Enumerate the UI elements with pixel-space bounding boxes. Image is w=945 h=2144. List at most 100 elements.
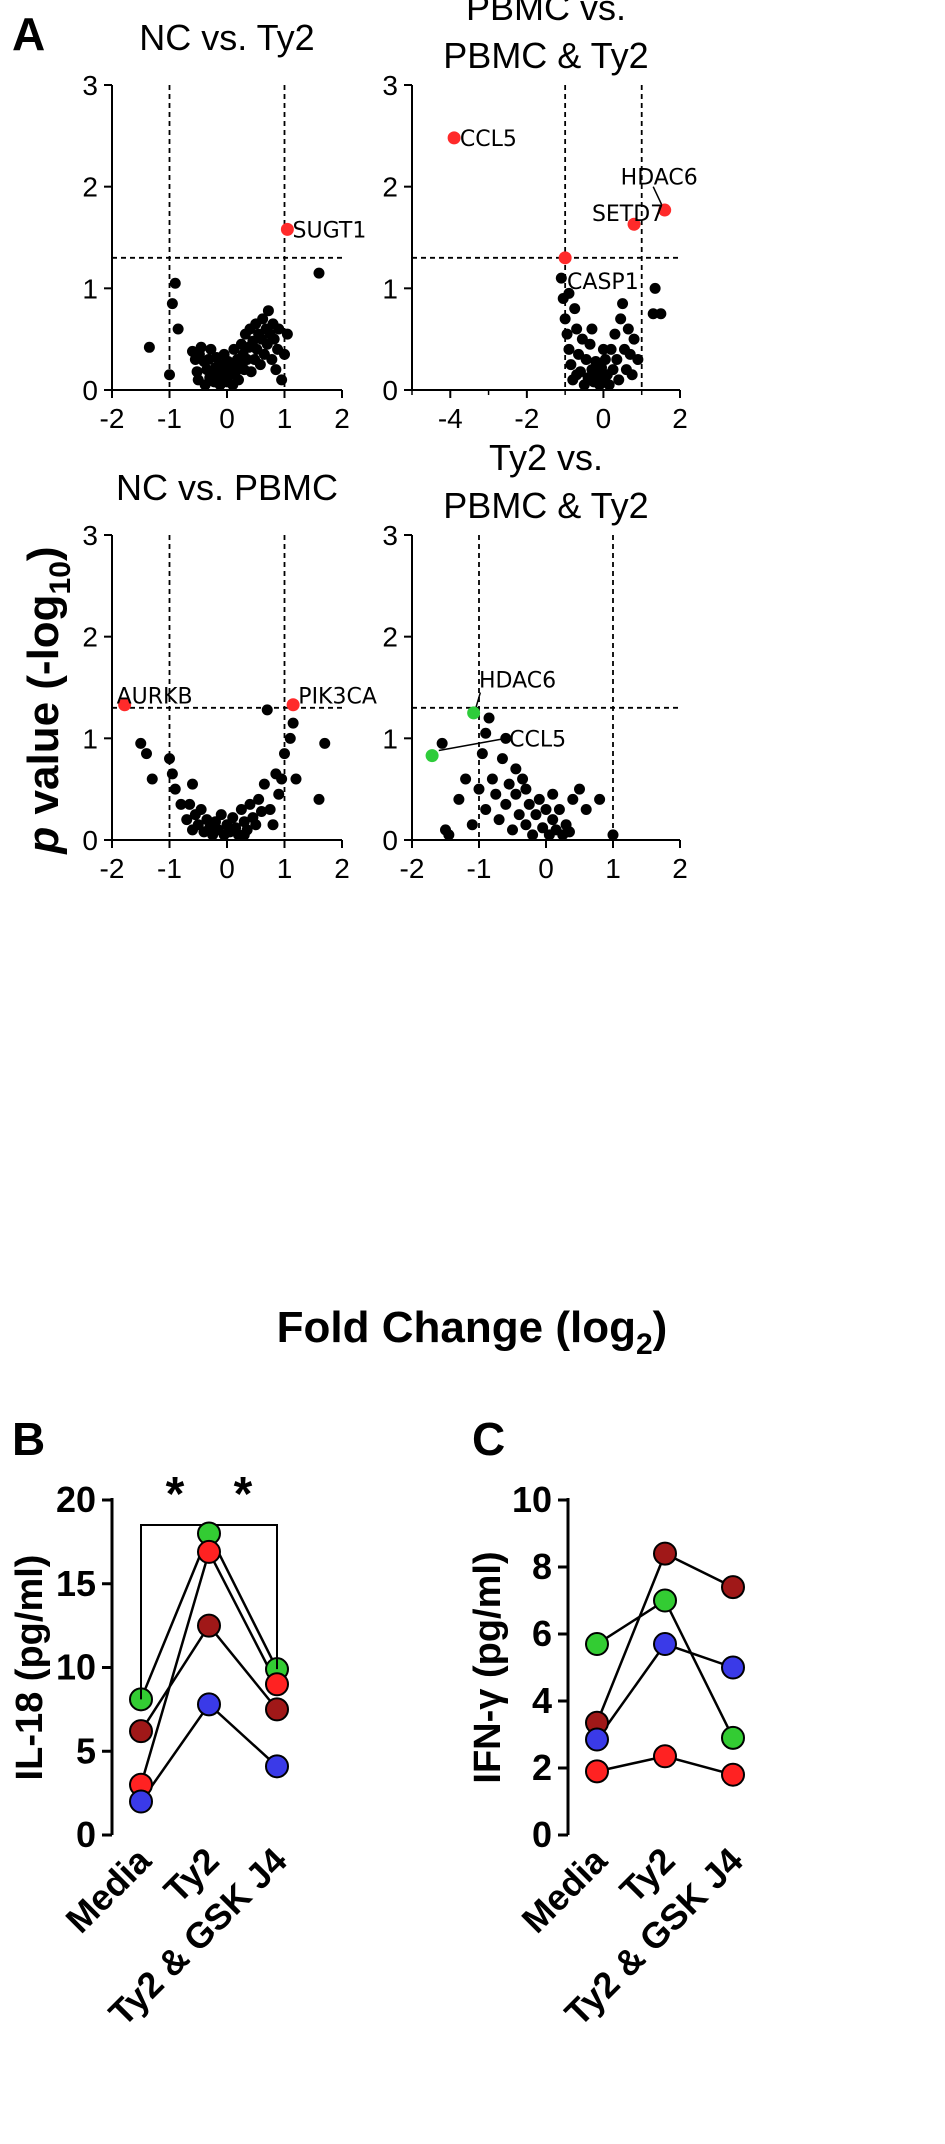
highlighted-point [658, 203, 672, 217]
highlight-label: CASP1 [567, 270, 639, 295]
data-point [254, 359, 266, 371]
data-point [490, 788, 502, 800]
x-tick-label: 1 [605, 853, 621, 884]
x-tick-label: -2 [514, 403, 539, 434]
highlighted-point [425, 749, 439, 763]
data-point [553, 804, 565, 815]
y-axis-label: IFN-γ (pg/ml) [467, 1551, 509, 1783]
highlighted-point [118, 698, 132, 712]
data-point [584, 338, 596, 350]
y-label-sub: 10 [44, 561, 77, 594]
data-point [264, 804, 276, 815]
highlighted-point [280, 222, 294, 236]
data-point [253, 793, 265, 805]
y-tick-label: 2 [532, 1747, 552, 1788]
data-point [191, 366, 203, 378]
data-point [473, 783, 485, 795]
highlight-label: HDAC6 [621, 166, 698, 191]
chart-title: PBMC & Ty2 [443, 485, 648, 526]
data-point [607, 829, 619, 841]
data-point [567, 793, 579, 805]
chart-title: PBMC & Ty2 [443, 35, 648, 76]
data-point [146, 773, 158, 785]
volcano-plot-nc-vs-pbmc: NC vs. PBMC 0 1 2 3 -2 -1 0 1 2 AURKB PIK3CA [82, 467, 376, 884]
data-point [523, 798, 535, 810]
series-line [595, 1642, 734, 1741]
data-point [563, 287, 575, 299]
data-point [261, 704, 273, 716]
y-tick-label: 10 [56, 1647, 96, 1688]
annotation-leader [652, 186, 664, 208]
data-point [227, 812, 239, 824]
data-point [166, 768, 178, 780]
series-marker [197, 1539, 221, 1564]
series-marker [265, 1697, 289, 1722]
data-point [164, 753, 175, 765]
data-point [507, 824, 518, 836]
data-point [257, 313, 269, 325]
data-point [483, 712, 495, 724]
data-point [276, 773, 288, 785]
data-point [281, 328, 293, 340]
chart-title: PBMC vs. [466, 0, 626, 28]
y-tick-label: 1 [382, 273, 398, 304]
data-point [613, 374, 625, 386]
series-marker [653, 1541, 677, 1566]
data-point [537, 822, 549, 834]
x-tick-label: -2 [100, 403, 125, 434]
data-point [460, 773, 472, 785]
data-point [205, 343, 217, 355]
panel-label-c: C [472, 1413, 505, 1465]
x-tick-label: -1 [157, 403, 182, 434]
data-point [563, 826, 575, 838]
y-tick-label: 3 [82, 70, 98, 101]
highlight-label: CCL5 [460, 127, 517, 152]
series-line [139, 1548, 279, 1786]
data-point [580, 354, 592, 365]
data-point [510, 763, 522, 775]
chart-title: Ty2 vs. [489, 437, 603, 478]
data-point [187, 778, 198, 790]
data-point [266, 354, 278, 365]
data-point [503, 778, 515, 790]
data-point [586, 323, 598, 335]
category-label: Media [514, 1839, 616, 1941]
data-point [520, 783, 532, 795]
shared-y-axis-label: p value (-log10) [19, 546, 77, 854]
data-point [273, 788, 285, 800]
x-tick-label: 0 [219, 853, 235, 884]
data-point [632, 354, 644, 365]
data-point [555, 272, 567, 284]
y-tick-label: 10 [512, 1479, 552, 1520]
highlight-label: SUGT1 [293, 218, 367, 243]
data-point [594, 793, 606, 805]
y-tick-label: 3 [382, 70, 398, 101]
y-tick-label: 20 [56, 1479, 96, 1520]
y-tick-label: 2 [82, 622, 98, 653]
x-tick-label: 2 [672, 403, 688, 434]
x-tick-label: 1 [277, 853, 293, 884]
data-point [290, 773, 302, 785]
series-marker [585, 1632, 609, 1657]
x-tick-label: 1 [277, 403, 293, 434]
x-tick-label: -1 [157, 853, 182, 884]
data-point [175, 798, 187, 810]
y-tick-label: 2 [82, 172, 98, 203]
series-marker [197, 1692, 221, 1717]
y-tick-label: 1 [82, 723, 98, 754]
data-point [169, 783, 181, 795]
data-point [649, 282, 661, 294]
x-label-close: ) [653, 1303, 668, 1352]
significance-star: * [234, 1468, 253, 1521]
x-tick-label: -4 [438, 403, 463, 434]
data-point [262, 305, 274, 317]
data-point [273, 323, 285, 335]
data-point [580, 804, 592, 815]
y-axis-label: IL-18 (pg/ml) [9, 1555, 51, 1781]
series-marker [265, 1754, 289, 1779]
x-label-main: Fold Change (log [277, 1303, 636, 1352]
volcano-plot-nc-vs-ty2: NC vs. Ty2 0 1 2 3 -2 -1 0 1 2 SUGT1 [82, 17, 366, 434]
